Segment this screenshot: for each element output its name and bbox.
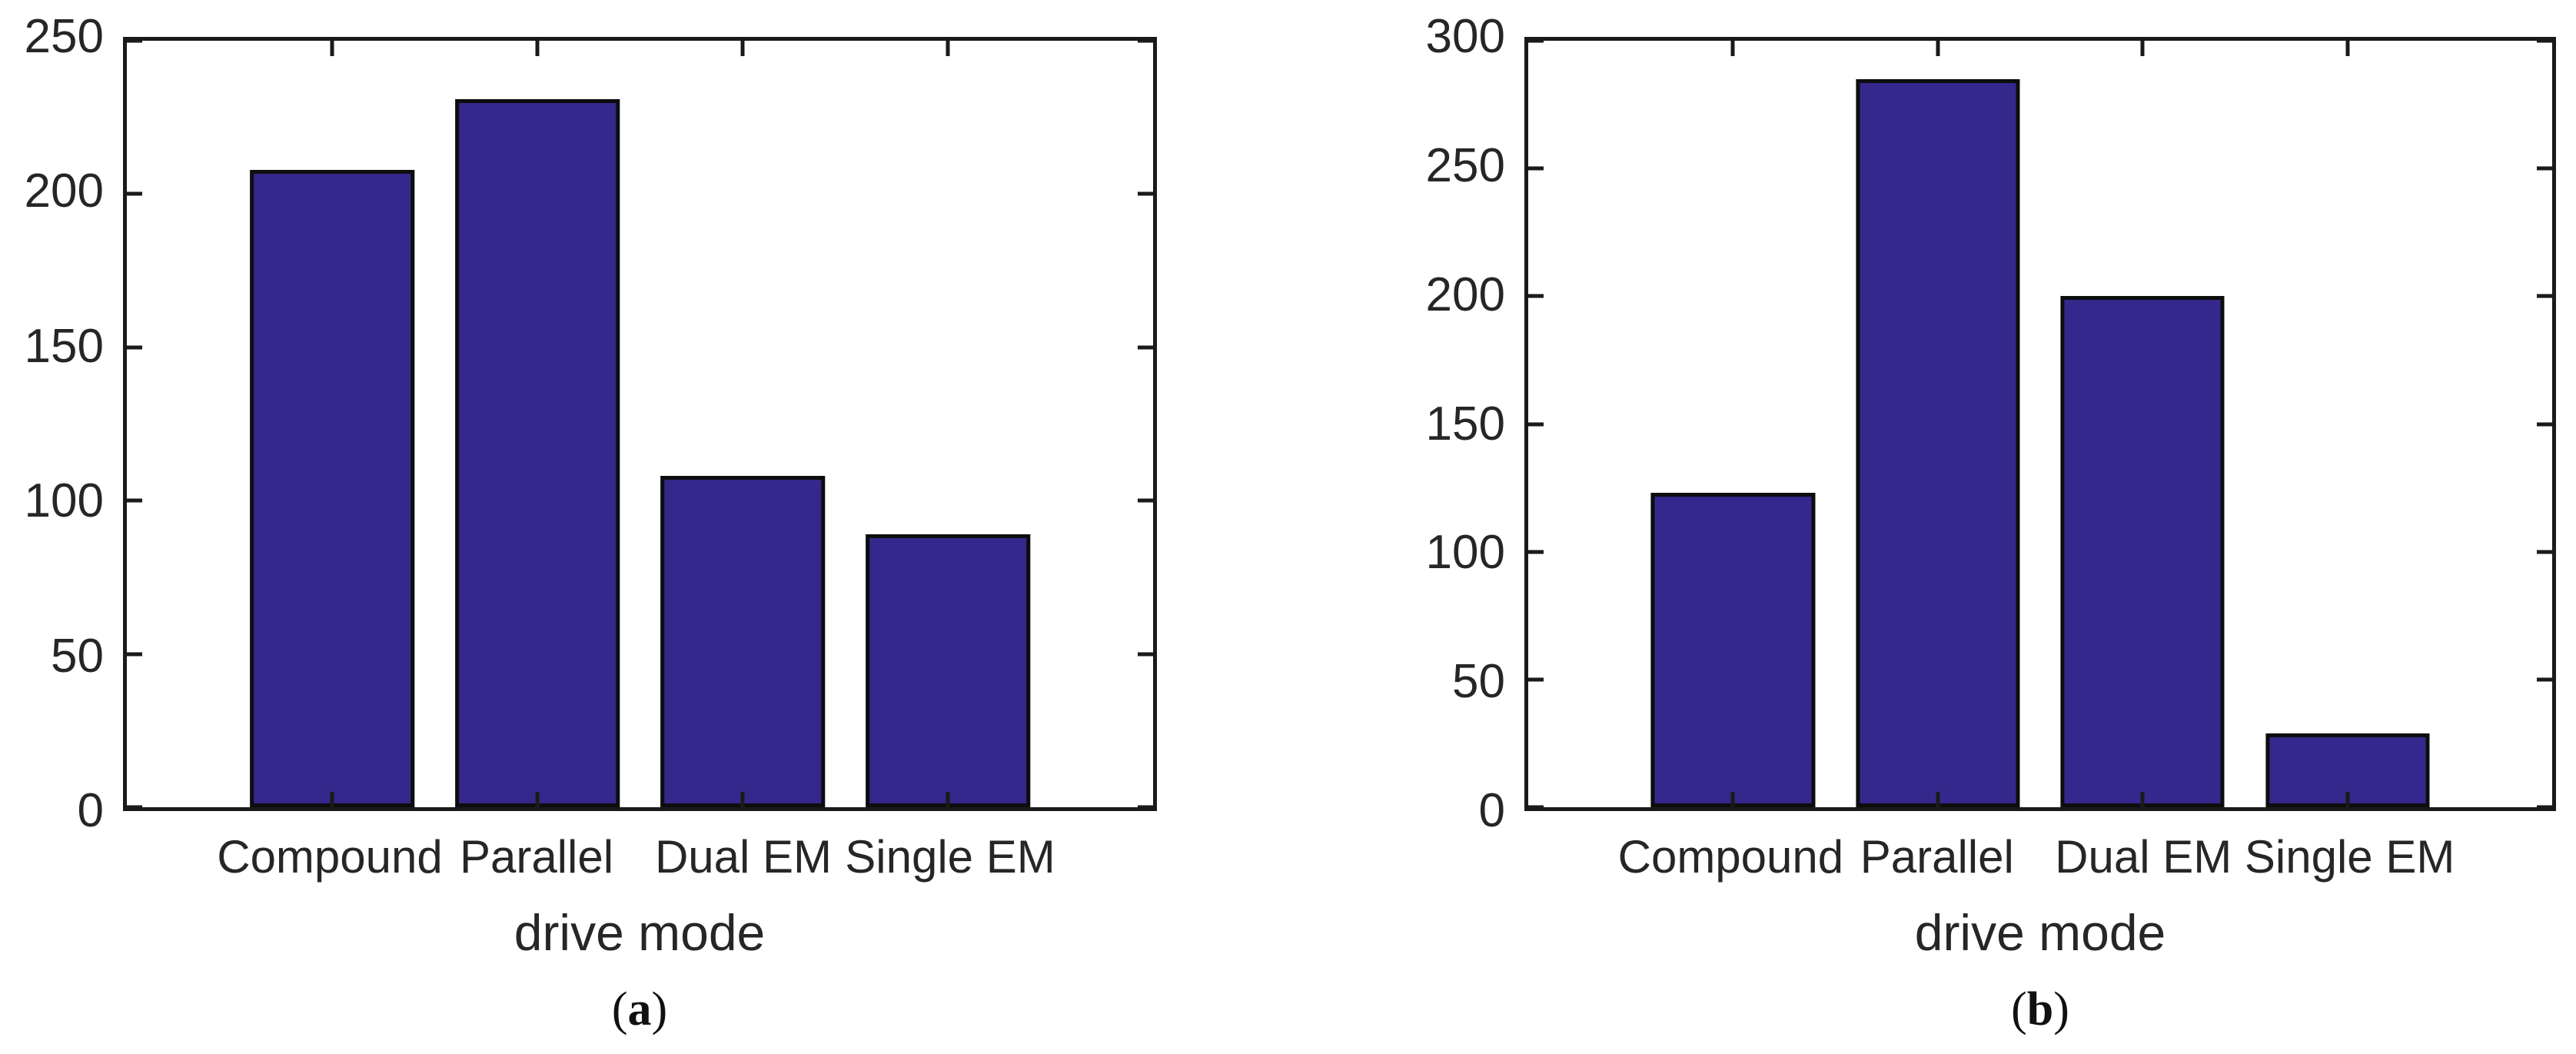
x-tick-mark [535, 41, 540, 56]
y-tick-label: 200 [24, 165, 104, 218]
y-tick-label: 150 [24, 319, 104, 373]
x-tick-label: Single EM [2244, 831, 2455, 883]
y-tick-mark [2537, 805, 2552, 810]
y-tick-label: 0 [1478, 784, 1505, 837]
y-tick-mark [127, 498, 142, 503]
y-tick-mark [1138, 805, 1153, 810]
y-tick-mark [1138, 191, 1153, 196]
bar-parallel [1856, 78, 2020, 807]
x-tick-label: Single EM [845, 831, 1055, 883]
x-axis-labels: Compound Parallel Dual EM Single EM [1524, 830, 2556, 892]
y-tick-label: 100 [1425, 526, 1505, 580]
y-tick-mark [1528, 677, 1544, 682]
y-tick-mark [1138, 38, 1153, 43]
x-tick-mark [1936, 792, 1940, 807]
y-tick-mark [127, 38, 142, 43]
y-axis-labels: 0 50 100 150 200 250 [0, 13, 104, 835]
y-tick-mark [2537, 422, 2552, 426]
x-tick-mark [946, 41, 950, 56]
y-tick-mark [2537, 166, 2552, 171]
x-tick-mark [2140, 41, 2145, 56]
y-tick-label: 200 [1425, 268, 1505, 321]
y-tick-mark [1528, 38, 1544, 43]
bar-compound [250, 169, 414, 807]
x-tick-label: Compound [1617, 831, 1844, 883]
x-tick-label: Compound [217, 831, 443, 883]
x-tick-mark [535, 792, 540, 807]
x-tick-mark [1936, 41, 1940, 56]
x-tick-label: Dual EM [654, 831, 833, 883]
y-tick-label: 50 [1452, 655, 1505, 709]
y-tick-mark [2537, 294, 2552, 298]
x-tick-mark [1730, 792, 1735, 807]
x-tick-label: Dual EM [2055, 831, 2232, 883]
y-tick-mark [1138, 498, 1153, 503]
y-tick-mark [1528, 550, 1544, 554]
y-tick-label: 50 [51, 629, 104, 683]
bar-compound [1650, 493, 1815, 807]
panel-caption: (a) [611, 983, 668, 1036]
y-tick-label: 250 [24, 10, 104, 63]
y-tick-mark [2537, 677, 2552, 682]
x-tick-mark [330, 792, 334, 807]
x-tick-mark [2140, 792, 2145, 807]
x-tick-mark [330, 41, 334, 56]
x-tick-mark [2345, 41, 2350, 56]
y-axis-labels: 0 50 100 150 200 250 300 [1345, 13, 1505, 835]
y-tick-label: 300 [1425, 10, 1505, 63]
y-tick-mark [127, 652, 142, 657]
x-tick-mark [740, 41, 745, 56]
y-tick-label: 0 [77, 784, 104, 837]
panel-caption: (b) [2011, 983, 2069, 1036]
y-tick-mark [1528, 294, 1544, 298]
plot-area [1524, 37, 2556, 811]
x-tick-mark [1730, 41, 1735, 56]
y-tick-mark [127, 345, 142, 350]
plot-area [123, 37, 1157, 811]
x-axis-labels: Compound Parallel Dual EM Single EM [123, 830, 1157, 892]
y-tick-mark [1528, 805, 1544, 810]
x-tick-mark [946, 792, 950, 807]
bar-dual-em [2060, 296, 2225, 807]
y-tick-mark [1528, 166, 1544, 171]
y-tick-label: 100 [24, 474, 104, 528]
x-axis-title: drive mode [1914, 904, 2166, 961]
x-tick-mark [740, 792, 745, 807]
bar-parallel [455, 98, 620, 807]
y-tick-mark [1138, 652, 1153, 657]
bar-single-em [866, 534, 1030, 807]
x-axis-title: drive mode [514, 904, 766, 961]
y-tick-mark [2537, 550, 2552, 554]
x-tick-label: Parallel [459, 831, 614, 883]
x-tick-label: Parallel [1860, 831, 2014, 883]
y-tick-label: 250 [1425, 138, 1505, 192]
y-tick-mark [1138, 345, 1153, 350]
y-tick-mark [127, 191, 142, 196]
y-tick-mark [127, 805, 142, 810]
x-tick-mark [2345, 792, 2350, 807]
y-tick-mark [1528, 422, 1544, 426]
y-tick-mark [2537, 38, 2552, 43]
bar-dual-em [660, 476, 825, 807]
y-tick-label: 150 [1425, 397, 1505, 451]
